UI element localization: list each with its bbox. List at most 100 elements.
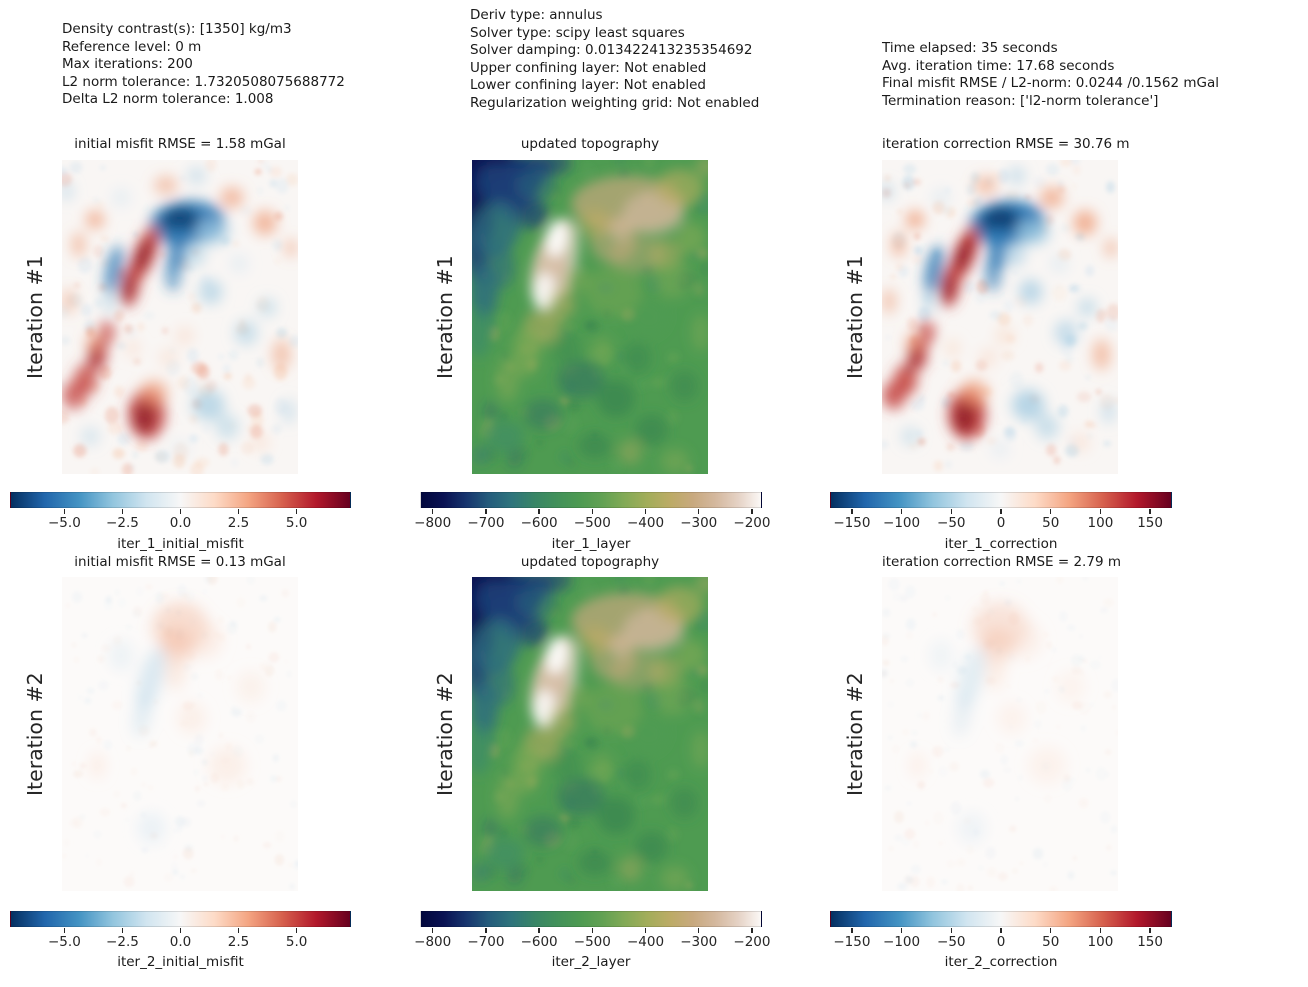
colorbar-tick-label: −600 bbox=[520, 515, 558, 531]
colorbar-label-iter1-correction: iter_1_correction bbox=[944, 536, 1058, 552]
colorbar-iter1-correction: −150 −100 −50 0 50 100 150 bbox=[830, 492, 1172, 531]
colorbar-tick-label: −100 bbox=[883, 934, 921, 950]
ylabel-iteration-2: Iteration #2 bbox=[23, 672, 47, 796]
heatmap-iter2-correction bbox=[882, 577, 1118, 891]
colorbar-tick-label: −500 bbox=[573, 515, 611, 531]
colorbar-tick bbox=[485, 928, 487, 933]
colorbar-tick-label: −200 bbox=[733, 515, 771, 531]
colorbar-tick-label: −300 bbox=[680, 515, 718, 531]
panel-title-iter2-correction: iteration correction RMSE = 2.79 m bbox=[882, 554, 1121, 570]
colorbar-tick-label: 5.0 bbox=[285, 515, 308, 531]
colorbar-label-iter2-layer: iter_2_layer bbox=[551, 954, 631, 970]
colorbar-tick-label: 50 bbox=[1042, 515, 1060, 531]
colorbar-tick-label: −50 bbox=[937, 934, 966, 950]
colorbar-tick bbox=[851, 928, 853, 933]
colorbar-tick bbox=[751, 509, 753, 514]
colorbar-tick bbox=[697, 928, 700, 933]
colorbar-tick-label: −500 bbox=[573, 934, 611, 950]
colorbar-tick bbox=[751, 928, 753, 933]
colorbar-tick bbox=[950, 928, 953, 933]
colorbar-tick bbox=[644, 509, 647, 514]
panel-title-iter1-correction: iteration correction RMSE = 30.76 m bbox=[882, 136, 1130, 152]
colorbar-tick-label: −150 bbox=[833, 515, 871, 531]
colorbar-tick bbox=[121, 928, 124, 933]
colorbar-tick-label: −2.5 bbox=[106, 934, 139, 950]
colorbar-tick bbox=[295, 928, 298, 933]
heatmap-iter1-misfit bbox=[62, 160, 298, 474]
ylabel-iteration-2: Iteration #2 bbox=[433, 672, 457, 796]
colorbar-tick bbox=[1149, 928, 1151, 933]
colorbar-tick-label: −400 bbox=[626, 515, 665, 531]
colorbar-tick bbox=[63, 928, 66, 933]
heatmap-iter2-misfit bbox=[62, 577, 298, 891]
colorbar-tick bbox=[591, 928, 594, 933]
panel-title-iter2-topography: updated topography bbox=[520, 554, 660, 570]
ylabel-iteration-2: Iteration #2 bbox=[843, 672, 867, 796]
colorbar-label-iter2-misfit: iter_2_initial_misfit bbox=[117, 954, 244, 970]
colorbar-tick-label: 150 bbox=[1137, 515, 1163, 531]
heatmap-iter1-correction bbox=[882, 160, 1118, 474]
stats-block-density: Density contrast(s): [1350] kg/m3 Refere… bbox=[62, 21, 345, 107]
ylabel-iteration-1: Iteration #1 bbox=[23, 255, 47, 379]
colorbar-tick bbox=[295, 509, 298, 514]
colorbar-tick-label: −300 bbox=[680, 934, 718, 950]
colorbar-tick bbox=[485, 509, 487, 514]
colorbar-iter1-misfit: −5.0 −2.5 0.0 2.5 5.0 bbox=[10, 492, 351, 531]
colorbar-tick bbox=[538, 928, 540, 933]
colorbar-tick-label: −600 bbox=[520, 934, 558, 950]
colorbar-tick-label: −100 bbox=[883, 515, 921, 531]
colorbar-tick bbox=[431, 509, 434, 514]
colorbar-tick-label: 0 bbox=[996, 934, 1006, 950]
panel-title-iter1-topography: updated topography bbox=[520, 136, 660, 152]
colorbar-tick-label: −150 bbox=[833, 934, 871, 950]
panel-title-iter2-misfit: initial misfit RMSE = 0.13 mGal bbox=[74, 554, 286, 570]
colorbar-tick bbox=[179, 509, 182, 514]
colorbar-tick bbox=[644, 928, 647, 933]
colorbar-iter1-layer: −800 −700 −600 −500 −400 −300 −200 bbox=[414, 492, 771, 531]
colorbar-tick-label: −700 bbox=[467, 515, 505, 531]
colorbar-tick bbox=[900, 509, 903, 514]
colorbar-label-iter1-layer: iter_1_layer bbox=[551, 536, 631, 552]
colorbar-label-iter1-misfit: iter_1_initial_misfit bbox=[117, 536, 244, 552]
colorbar-tick bbox=[121, 509, 124, 514]
panel-title-iter1-misfit: initial misfit RMSE = 1.58 mGal bbox=[74, 136, 286, 152]
ylabel-iteration-1: Iteration #1 bbox=[433, 255, 457, 379]
colorbar-tick-label: 2.5 bbox=[227, 515, 250, 531]
colorbar-tick bbox=[63, 509, 66, 514]
colorbar-tick-label: 100 bbox=[1087, 934, 1114, 950]
colorbar-tick-label: −5.0 bbox=[48, 934, 81, 950]
colorbar-tick bbox=[538, 509, 540, 514]
stats-block-timing: Time elapsed: 35 seconds Avg. iteration … bbox=[882, 40, 1220, 109]
colorbar-tick bbox=[591, 509, 594, 514]
colorbar-tick bbox=[237, 509, 240, 514]
colorbar-tick bbox=[1000, 509, 1002, 514]
ylabel-iteration-1: Iteration #1 bbox=[843, 255, 867, 379]
colorbar-tick-label: −800 bbox=[414, 515, 452, 531]
colorbar-iter2-misfit: −5.0 −2.5 0.0 2.5 5.0 bbox=[10, 911, 351, 950]
colorbar-tick-label: 0.0 bbox=[169, 515, 192, 531]
colorbar-tick-label: −5.0 bbox=[48, 515, 81, 531]
colorbar-tick-label: 2.5 bbox=[227, 934, 250, 950]
colorbar-tick-label: −50 bbox=[937, 515, 966, 531]
colorbar-tick bbox=[1149, 509, 1151, 514]
colorbar-tick-label: −2.5 bbox=[106, 515, 139, 531]
colorbar-tick-label: 50 bbox=[1042, 934, 1060, 950]
colorbar-label-iter2-correction: iter_2_correction bbox=[944, 954, 1058, 970]
colorbar-tick bbox=[900, 928, 903, 933]
colorbar-tick-label: 0.0 bbox=[169, 934, 192, 950]
heatmap-iter2-topography bbox=[472, 577, 708, 891]
colorbar-tick-label: −400 bbox=[626, 934, 665, 950]
colorbar-tick-label: 100 bbox=[1087, 515, 1114, 531]
colorbar-tick bbox=[431, 928, 434, 933]
heatmap-iter1-topography bbox=[472, 160, 708, 474]
colorbar-tick bbox=[950, 509, 953, 514]
colorbar-tick bbox=[851, 509, 853, 514]
colorbar-tick-label: 0 bbox=[996, 515, 1006, 531]
colorbar-tick bbox=[1049, 509, 1052, 514]
colorbar-tick-label: 5.0 bbox=[285, 934, 308, 950]
stats-block-solver: Deriv type: annulus Solver type: scipy l… bbox=[470, 7, 760, 111]
colorbar-tick bbox=[1049, 928, 1052, 933]
colorbar-tick-label: −700 bbox=[467, 934, 505, 950]
colorbar-tick-label: 150 bbox=[1137, 934, 1163, 950]
